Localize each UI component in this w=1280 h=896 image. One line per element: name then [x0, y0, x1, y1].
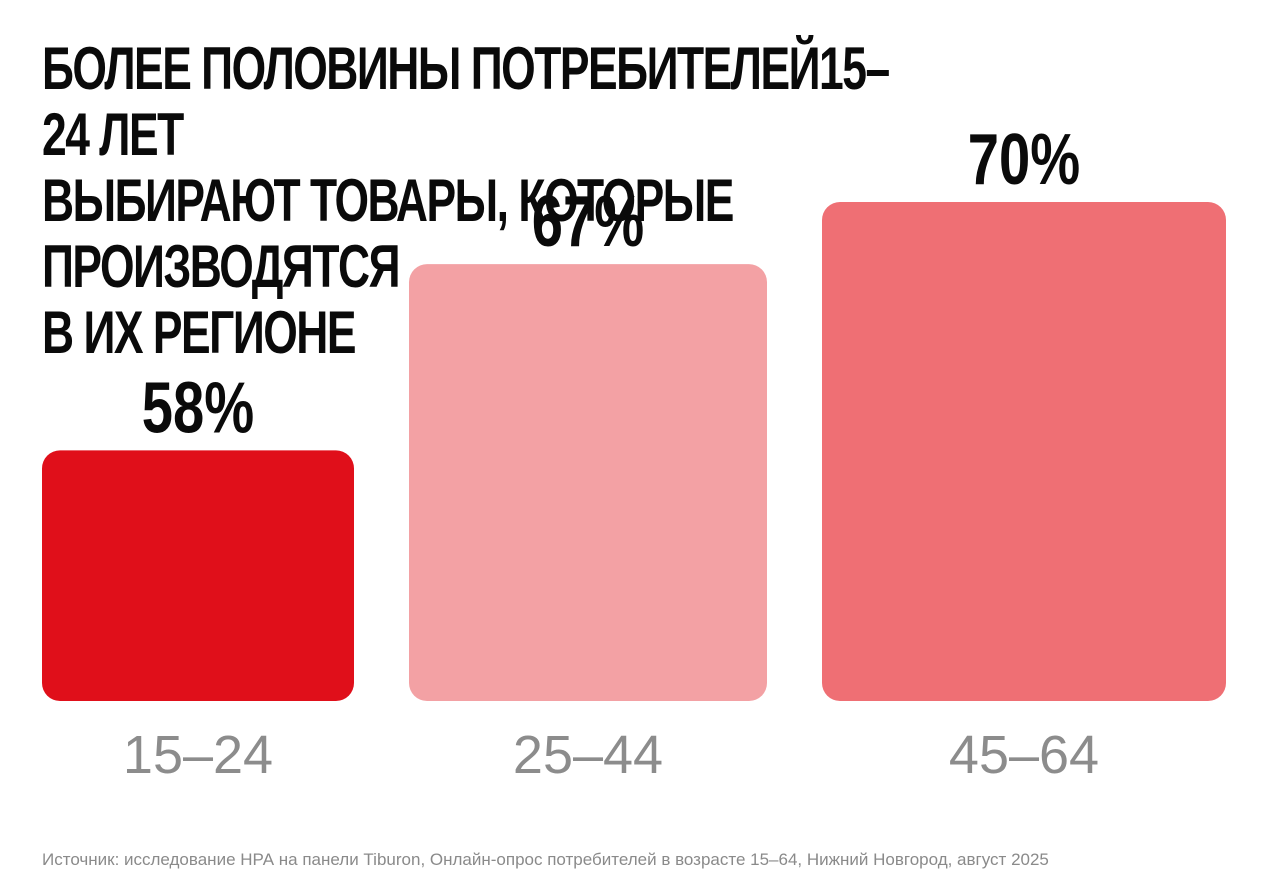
value-label-3: 70% [968, 119, 1080, 199]
category-label-1: 15–24 [123, 725, 273, 785]
chart-title: Более половины потребителей15–24 лет выб… [42, 35, 890, 366]
bar-2 [409, 264, 767, 701]
bar-3 [822, 202, 1226, 701]
category-label-3: 45–64 [949, 725, 1099, 785]
category-label-2: 25–44 [513, 725, 663, 785]
source-note: Источник: исследование НРА на панели Tib… [42, 850, 1049, 869]
value-label-1: 58% [142, 368, 254, 448]
bar-1 [42, 450, 354, 701]
value-label-2: 67% [532, 181, 644, 261]
